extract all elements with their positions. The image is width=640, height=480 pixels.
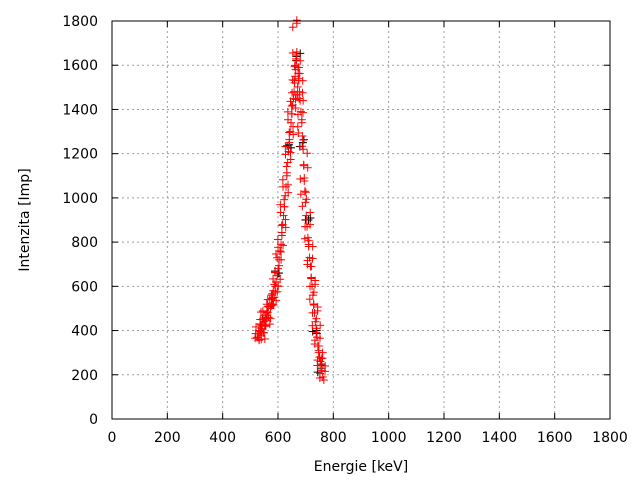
data-point [305, 288, 318, 304]
y-tick-label: 1000 [62, 191, 98, 207]
data-point [277, 220, 290, 232]
y-tick-label: 1400 [62, 102, 98, 118]
data-point [282, 155, 295, 171]
data-point [273, 253, 286, 264]
x-axis-label: Energie [keV] [314, 459, 408, 475]
data-point [296, 173, 309, 185]
data-point [317, 359, 330, 370]
data-point [295, 94, 308, 105]
data-point [261, 313, 275, 325]
data-point [271, 246, 285, 258]
data-point [287, 101, 300, 113]
data-point [306, 280, 320, 291]
data-point [279, 180, 293, 191]
data-point [315, 372, 328, 384]
data-point [293, 87, 307, 99]
data-point [288, 87, 301, 99]
data-point [293, 115, 306, 131]
data-point [286, 94, 300, 106]
y-tick-label: 400 [71, 324, 98, 340]
y-tick-label: 800 [71, 235, 98, 251]
data-point [303, 260, 316, 271]
data-point [288, 47, 301, 59]
data-point [307, 273, 320, 285]
data-point [294, 74, 307, 85]
data-point [302, 208, 315, 224]
x-tick-label: 800 [320, 430, 347, 446]
x-tick-label: 1800 [592, 430, 628, 446]
y-axis-label: Intenzita [Imp] [17, 168, 33, 271]
data-point [288, 16, 301, 32]
data-point [264, 300, 278, 312]
y-tick-label: 1800 [62, 14, 98, 30]
y-tick-label: 0 [89, 412, 98, 428]
data-point [276, 200, 289, 211]
y-tick-label: 600 [71, 279, 98, 295]
plot-border [111, 20, 611, 420]
data-point [285, 127, 298, 139]
data-point [276, 208, 290, 224]
data-point [281, 135, 294, 151]
x-tick-label: 0 [108, 430, 117, 446]
data-point [300, 233, 313, 245]
data-point [292, 54, 305, 65]
data-point [309, 300, 322, 312]
data-point [268, 286, 282, 298]
y-tick-label: 1600 [62, 58, 98, 74]
data-points [251, 16, 330, 384]
data-point [298, 142, 312, 158]
ticks: 0 200 400 600 800 1000 1200 1400 1600 1800 0 200 400… [62, 14, 627, 446]
x-tick-label: 400 [209, 430, 236, 446]
x-tick-label: 1200 [426, 430, 462, 446]
data-point [278, 168, 291, 184]
data-point [268, 293, 281, 305]
x-tick-label: 1400 [482, 430, 518, 446]
grid [112, 21, 610, 419]
x-tick-label: 600 [265, 430, 292, 446]
data-point [308, 314, 321, 330]
data-point [283, 107, 296, 118]
data-point [301, 220, 315, 231]
data-point [293, 107, 307, 119]
data-point [299, 160, 312, 172]
x-tick-label: 200 [154, 430, 181, 446]
data-point [280, 188, 293, 204]
data-point [304, 240, 317, 251]
y-tick-label: 200 [71, 368, 98, 384]
data-point [281, 147, 295, 159]
x-tick-label: 1600 [537, 430, 573, 446]
data-point [256, 326, 269, 337]
data-point [308, 306, 322, 317]
x-tick-label: 1000 [371, 430, 407, 446]
data-point [271, 261, 283, 277]
data-point [312, 321, 325, 337]
data-point [294, 128, 308, 144]
data-point [269, 274, 283, 290]
data-point [290, 61, 303, 72]
data-point [314, 346, 327, 357]
data-point [296, 187, 310, 199]
data-point [273, 228, 286, 244]
data-point [298, 195, 311, 211]
data-point [310, 340, 323, 351]
data-point [284, 115, 298, 131]
y-tick-label: 1200 [62, 147, 98, 163]
data-point [274, 240, 288, 252]
